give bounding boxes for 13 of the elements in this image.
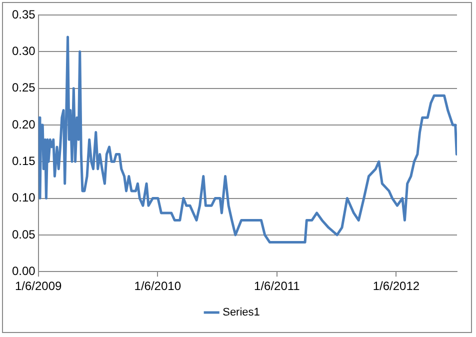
y-tick-label: 0.00 <box>12 264 36 278</box>
x-tick-label: 1/6/2009 <box>14 279 62 294</box>
y-tick-label: 0.15 <box>12 154 36 168</box>
y-tick-label: 0.35 <box>12 7 36 22</box>
y-tick-label: 0.25 <box>12 80 36 95</box>
legend-label: Series1 <box>222 306 260 319</box>
x-tick-label: 1/6/2012 <box>372 279 420 294</box>
y-tick-label: 0.20 <box>12 117 36 132</box>
y-tick-label: 0.05 <box>12 227 36 242</box>
x-tick-label: 1/6/2011 <box>254 279 300 294</box>
y-tick-label: 0.30 <box>12 44 36 58</box>
y-tick-label: 0.10 <box>12 190 36 205</box>
x-tick-label: 1/6/2010 <box>134 279 182 294</box>
